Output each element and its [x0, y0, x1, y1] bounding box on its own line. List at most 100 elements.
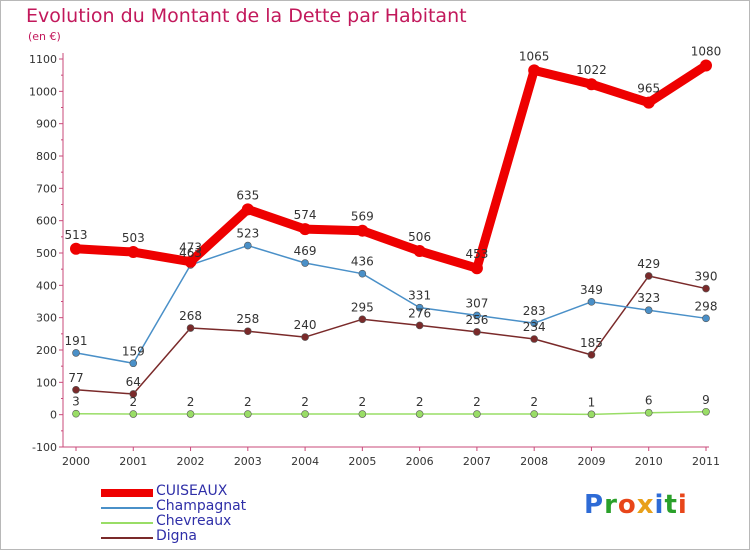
data-label-cuiseaux: 574 [294, 208, 317, 222]
data-label-champagnat: 436 [351, 255, 374, 269]
y-tick-label: 600 [36, 215, 57, 228]
data-point-chevreaux [644, 408, 653, 417]
data-label-digna: 240 [294, 318, 317, 332]
data-label-cuiseaux: 965 [637, 82, 660, 96]
data-point-chevreaux [530, 410, 538, 418]
x-tick-label: 2001 [119, 455, 147, 468]
logo-letter: P [584, 490, 605, 520]
data-point-digna [587, 351, 596, 359]
data-label-cuiseaux: 1080 [691, 44, 722, 58]
logo-letter: r [604, 490, 618, 520]
data-point-chevreaux [415, 410, 424, 418]
y-tick-label: 300 [36, 312, 57, 325]
y-tick-label: 1000 [29, 85, 57, 98]
data-label-chevreaux: 2 [187, 395, 195, 409]
data-point-champagnat [415, 303, 424, 312]
series-line-champagnat [75, 244, 707, 365]
y-tick-label: 700 [36, 182, 57, 195]
y-tick-label: 100 [36, 376, 57, 389]
x-tick-label: 2006 [406, 455, 434, 468]
data-label-digna: 390 [695, 270, 718, 284]
data-label-digna: 429 [637, 257, 660, 271]
data-point-digna [702, 284, 710, 293]
data-point-champagnat [129, 359, 138, 368]
data-label-digna: 234 [523, 320, 546, 334]
data-label-chevreaux: 3 [72, 395, 80, 409]
data-point-cuiseaux [241, 203, 254, 216]
x-tick-label: 2002 [177, 455, 205, 468]
data-point-digna [644, 272, 653, 280]
x-tick-label: 2010 [635, 455, 663, 468]
legend-label-cuiseaux: CUISEAUX [156, 483, 228, 499]
data-point-cuiseaux [70, 242, 82, 255]
data-point-digna [301, 333, 309, 341]
data-label-chevreaux: 2 [301, 395, 309, 409]
data-label-cuiseaux: 503 [122, 231, 145, 245]
legend-label-champagnat: Champagnat [156, 498, 247, 514]
data-label-champagnat: 463 [179, 246, 202, 260]
data-point-champagnat [473, 311, 481, 320]
data-label-cuiseaux: 569 [351, 210, 374, 224]
x-tick-label: 2007 [463, 455, 491, 468]
legend-swatch-digna [101, 537, 153, 539]
data-label-cuiseaux: 453 [465, 247, 488, 261]
x-tick-label: 2008 [520, 455, 548, 468]
data-point-cuiseaux [528, 64, 541, 77]
proxiti-logo: Proxiti [584, 490, 688, 520]
x-tick-label: 2000 [62, 455, 90, 468]
data-label-chevreaux: 2 [244, 395, 252, 409]
data-label-champagnat: 191 [65, 334, 88, 348]
data-point-digna [72, 385, 80, 394]
data-point-champagnat [587, 298, 596, 306]
logo-letter: i [654, 490, 665, 520]
data-label-chevreaux: 2 [530, 395, 538, 409]
data-point-chevreaux [72, 409, 80, 418]
logo-letter: x [636, 490, 655, 520]
data-point-cuiseaux [642, 96, 655, 109]
series-line-chevreaux [75, 411, 707, 416]
series-line-digna [75, 275, 707, 395]
data-label-champagnat: 331 [408, 289, 431, 303]
data-label-chevreaux: 2 [473, 395, 481, 409]
chart-title: Evolution du Montant de la Dette par Hab… [26, 5, 467, 27]
data-label-champagnat: 469 [294, 244, 317, 258]
data-label-champagnat: 283 [523, 304, 546, 318]
data-label-chevreaux: 9 [702, 393, 710, 407]
y-tick-label: 400 [36, 279, 57, 292]
data-label-champagnat: 323 [637, 291, 660, 305]
data-point-champagnat [644, 306, 653, 315]
y-tick-label: 800 [36, 150, 57, 163]
data-point-champagnat [301, 259, 309, 267]
data-point-cuiseaux [470, 262, 483, 275]
data-point-chevreaux [587, 410, 596, 419]
logo-letter: t [664, 490, 678, 520]
data-point-chevreaux [301, 410, 309, 418]
legend-label-chevreaux: Chevreaux [156, 513, 232, 529]
legend-swatch-champagnat [101, 507, 153, 509]
legend-label-digna: Digna [156, 528, 198, 544]
data-label-digna: 185 [580, 336, 603, 350]
data-label-chevreaux: 2 [416, 395, 424, 409]
data-point-chevreaux [186, 410, 195, 418]
data-label-champagnat: 523 [236, 227, 259, 241]
series-line-cuiseaux [71, 60, 711, 273]
data-point-chevreaux [358, 410, 367, 418]
data-point-cuiseaux [585, 78, 598, 91]
y-tick-label: 900 [36, 118, 57, 131]
y-tick-label: 500 [36, 247, 57, 260]
data-label-cuiseaux: 635 [236, 188, 259, 202]
data-label-chevreaux: 2 [359, 395, 367, 409]
data-point-digna [415, 321, 424, 330]
x-tick-label: 2009 [577, 455, 605, 468]
data-point-champagnat [358, 269, 367, 278]
data-label-digna: 276 [408, 306, 431, 320]
data-point-chevreaux [244, 410, 252, 418]
data-point-champagnat [244, 241, 252, 250]
y-tick-label: 0 [50, 409, 57, 422]
data-label-digna: 268 [179, 309, 202, 323]
data-label-cuiseaux: 513 [65, 228, 88, 242]
data-label-champagnat: 307 [465, 296, 488, 310]
data-label-cuiseaux: 1065 [519, 49, 550, 63]
data-point-digna [186, 324, 195, 332]
